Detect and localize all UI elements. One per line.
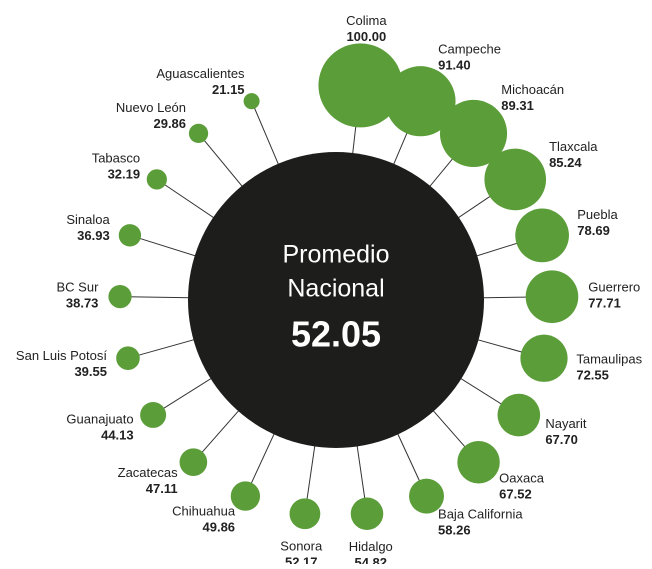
value-label: 72.55 bbox=[576, 367, 609, 382]
bubble bbox=[179, 448, 208, 477]
bubble-label: Sinaloa bbox=[66, 212, 110, 227]
value-label: 78.69 bbox=[577, 223, 610, 238]
bubble bbox=[439, 99, 508, 168]
value-label: 49.86 bbox=[203, 520, 236, 535]
bubble bbox=[484, 148, 547, 211]
bubble bbox=[118, 224, 142, 247]
center-circle bbox=[188, 152, 484, 448]
value-label: 67.70 bbox=[545, 432, 578, 447]
center-title: Promedio bbox=[283, 241, 390, 269]
value-label: 47.11 bbox=[146, 481, 178, 496]
value-label: 21.15 bbox=[212, 82, 245, 97]
value-label: 91.40 bbox=[438, 57, 471, 72]
bubble-label: Chihuahua bbox=[172, 504, 236, 519]
bubble bbox=[350, 497, 384, 531]
value-label: 89.31 bbox=[501, 98, 534, 113]
value-label: 36.93 bbox=[77, 228, 110, 243]
bubble bbox=[243, 93, 260, 110]
bubble-label: San Luis Potosí bbox=[16, 348, 107, 363]
value-label: 52.17 bbox=[285, 554, 318, 564]
bubble-label: Zacatecas bbox=[118, 465, 178, 480]
bubble-label: Michoacán bbox=[501, 82, 564, 97]
value-label: 77.71 bbox=[588, 296, 621, 311]
bubble bbox=[116, 346, 140, 370]
bubble bbox=[525, 270, 579, 324]
bubble bbox=[409, 478, 444, 514]
bubble-label: Guanajuato bbox=[66, 412, 133, 427]
bubble-label: Hidalgo bbox=[349, 539, 393, 554]
bubble-label: Campeche bbox=[438, 41, 501, 56]
value-label: 67.52 bbox=[499, 487, 532, 502]
bubble bbox=[385, 66, 456, 137]
bubble bbox=[457, 441, 500, 484]
bubble bbox=[108, 285, 132, 309]
bubble-label: Aguascalientes bbox=[156, 66, 245, 81]
bubble bbox=[188, 123, 209, 144]
bubble bbox=[146, 169, 167, 190]
bubble-label: Tamaulipas bbox=[576, 351, 642, 366]
bubble bbox=[497, 393, 541, 437]
bubble bbox=[318, 43, 403, 128]
bubble bbox=[230, 481, 261, 511]
value-label: 85.24 bbox=[549, 155, 582, 170]
bubble-label: Sonora bbox=[280, 538, 323, 553]
value-label: 32.19 bbox=[108, 166, 141, 181]
bubbles bbox=[108, 43, 579, 531]
bubble-label: BC Sur bbox=[57, 280, 100, 295]
value-label: 29.86 bbox=[153, 116, 186, 131]
bubble-label: Nuevo León bbox=[116, 100, 186, 115]
bubble bbox=[140, 401, 167, 428]
bubble-label: Guerrero bbox=[588, 280, 640, 295]
value-label: 44.13 bbox=[101, 428, 134, 443]
bubble bbox=[515, 208, 569, 263]
bubble-label: Puebla bbox=[577, 207, 618, 222]
bubble-label: Tlaxcala bbox=[549, 139, 598, 154]
value-label: 39.55 bbox=[74, 364, 107, 379]
bubble-label: Oaxaca bbox=[499, 471, 545, 486]
bubble-label: Nayarit bbox=[545, 416, 587, 431]
bubble-label: Baja California bbox=[438, 506, 523, 521]
center-value: 52.05 bbox=[291, 314, 381, 355]
value-label: 58.26 bbox=[438, 522, 471, 537]
bubble bbox=[520, 334, 568, 382]
value-label: 54.82 bbox=[354, 555, 387, 564]
bubble bbox=[289, 498, 321, 530]
value-label: 100.00 bbox=[346, 29, 386, 44]
bubble-label: Colima bbox=[346, 13, 387, 28]
value-label: 38.73 bbox=[66, 296, 99, 311]
center-title: Nacional bbox=[287, 275, 384, 303]
bubble-label: Tabasco bbox=[92, 150, 140, 165]
